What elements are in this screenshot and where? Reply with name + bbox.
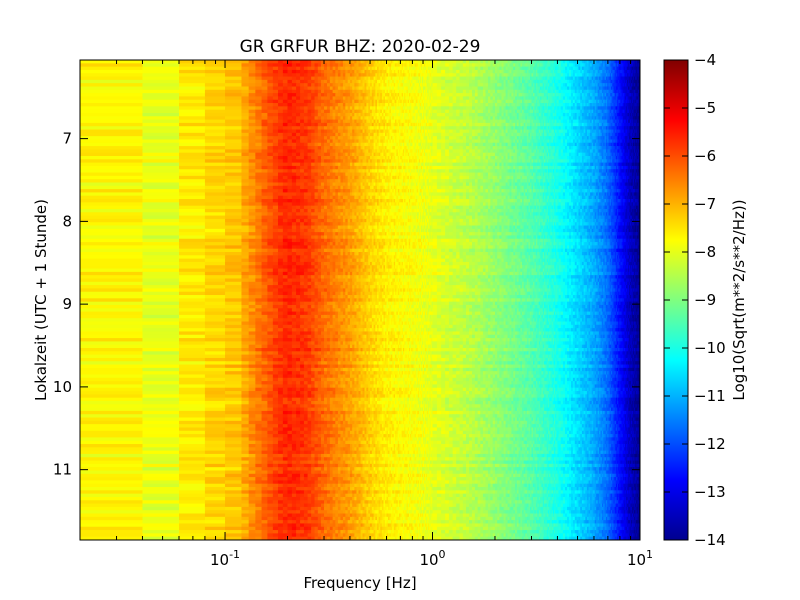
chart-title: GR GRFUR BHZ: 2020-02-29: [240, 37, 481, 57]
spectrogram-chart: GR GRFUR BHZ: 2020-02-29 10-1 100 101 7891…: [0, 0, 800, 600]
heatmap-cells: [80, 60, 641, 541]
spectrogram-figure: GR GRFUR BHZ: 2020-02-29 10-1 100 101 7891…: [0, 0, 800, 600]
